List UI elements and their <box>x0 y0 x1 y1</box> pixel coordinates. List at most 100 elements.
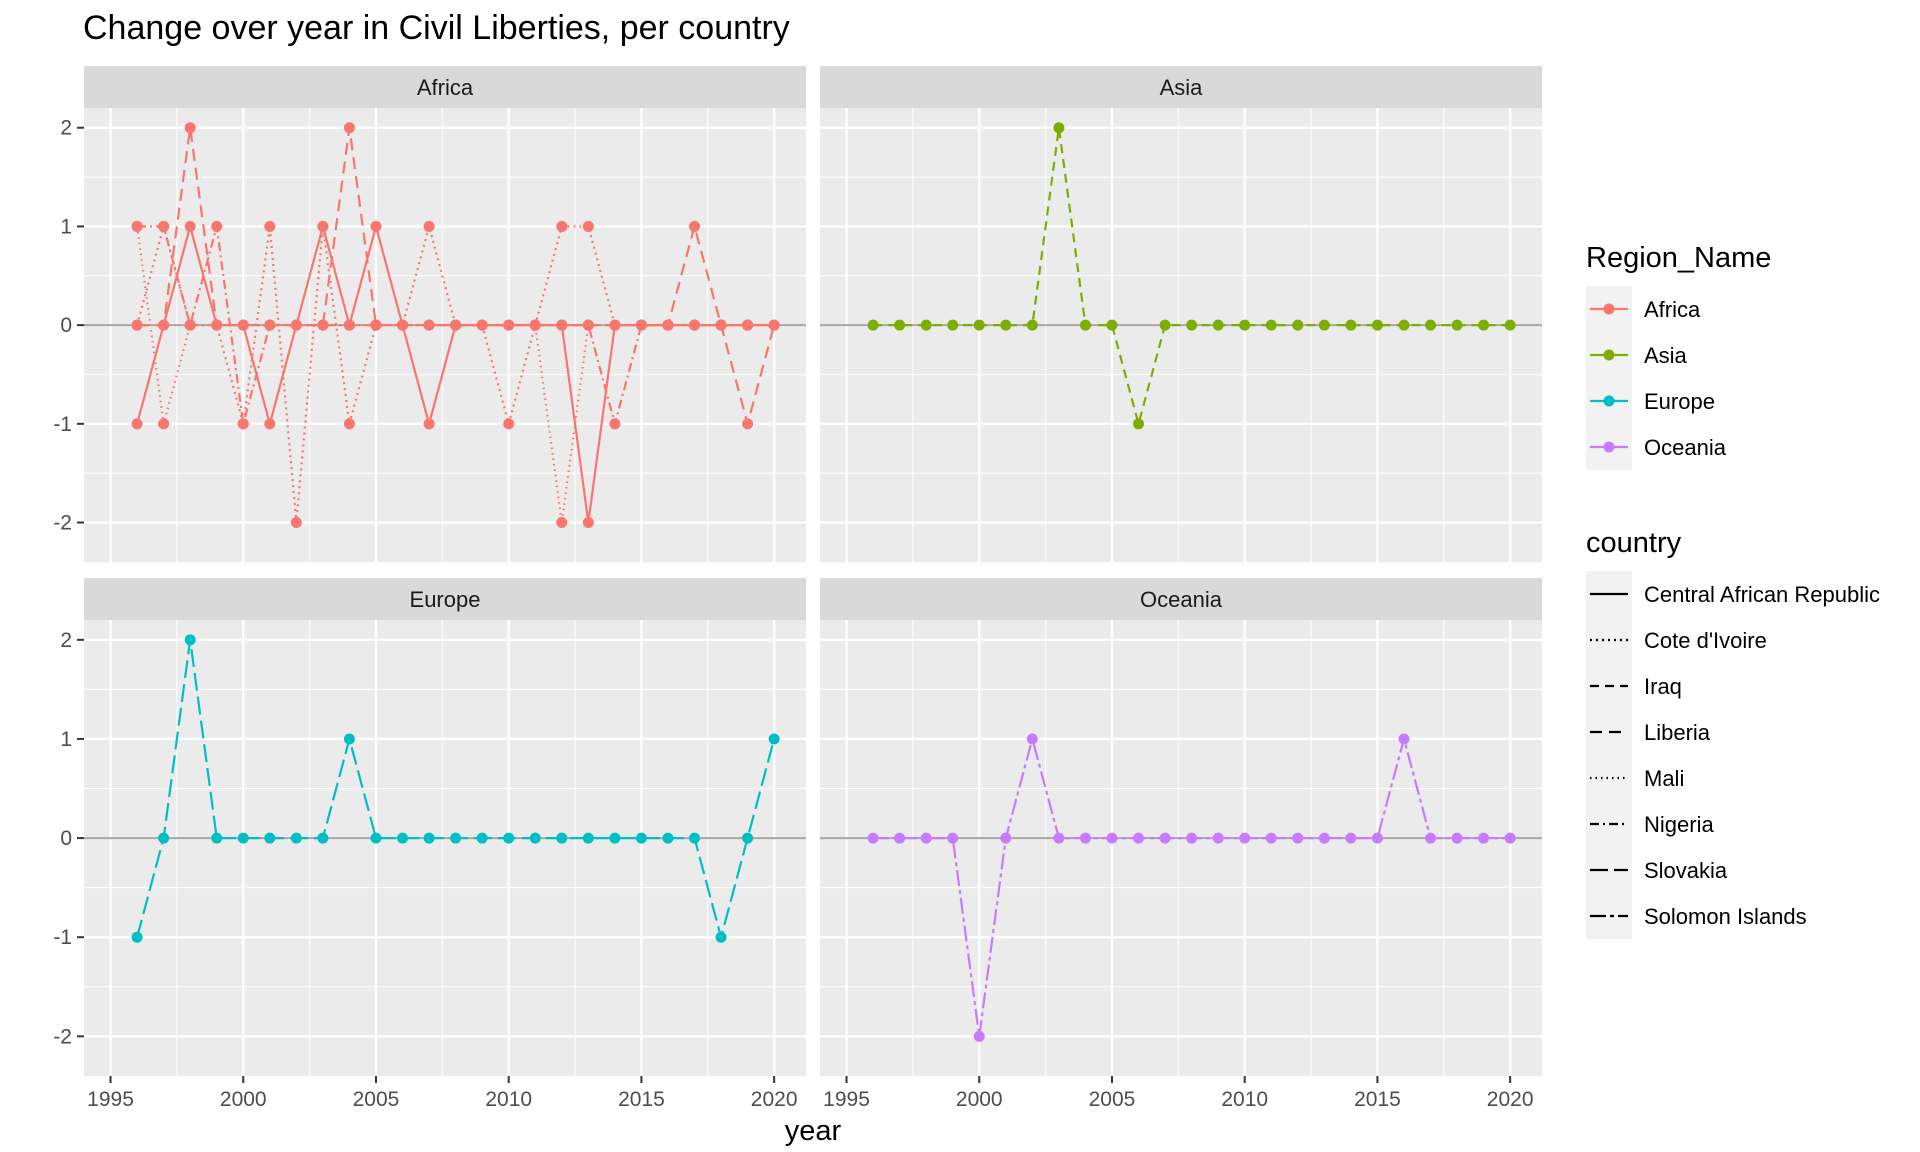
legend-point-swatch <box>1603 303 1615 315</box>
legend-point-swatch <box>1603 349 1615 361</box>
data-point-iraq <box>1239 319 1251 331</box>
data-point-solomon-islands <box>1239 832 1251 844</box>
facet-strip-label: Africa <box>417 75 474 100</box>
data-point-central-african-republic <box>582 517 594 529</box>
legend-label: Europe <box>1644 389 1715 414</box>
data-point-slovakia <box>450 832 462 844</box>
x-tick-label: 1995 <box>823 1088 870 1111</box>
data-point-solomon-islands <box>1106 832 1118 844</box>
data-point-iraq <box>973 319 985 331</box>
chart-title: Change over year in Civil Liberties, per… <box>83 9 790 47</box>
data-point-nigeria <box>742 319 754 331</box>
legend-item-asia: Asia <box>1590 343 1688 368</box>
data-point-iraq <box>1371 319 1383 331</box>
data-point-cote-d-ivoire <box>317 220 329 232</box>
x-tick-label: 2020 <box>751 1088 798 1111</box>
legend-item-solomon-islands: Solomon Islands <box>1590 904 1807 929</box>
x-tick-label: 2005 <box>1089 1088 1136 1111</box>
panel-data-africa <box>131 122 780 529</box>
data-point-nigeria <box>184 319 196 331</box>
data-point-liberia <box>742 418 754 430</box>
data-point-slovakia <box>503 832 515 844</box>
data-point-iraq <box>1265 319 1277 331</box>
data-point-iraq <box>920 319 932 331</box>
legend-label: Oceania <box>1644 435 1727 460</box>
data-point-solomon-islands <box>973 1030 985 1042</box>
data-point-solomon-islands <box>1425 832 1437 844</box>
data-point-liberia <box>158 319 170 331</box>
data-point-central-african-republic <box>184 220 196 232</box>
data-point-slovakia <box>662 832 674 844</box>
x-tick-label: 2010 <box>1221 1088 1268 1111</box>
data-point-cote-d-ivoire <box>264 220 276 232</box>
data-point-nigeria <box>131 220 143 232</box>
legend-label: Asia <box>1644 343 1688 368</box>
facet-panel-oceania: Oceania <box>820 578 1542 1076</box>
data-point-slovakia <box>184 634 196 646</box>
data-point-solomon-islands <box>1292 832 1304 844</box>
legend-linetype-title: country <box>1586 527 1682 559</box>
data-point-nigeria <box>582 319 594 331</box>
data-point-iraq <box>1106 319 1118 331</box>
data-point-cote-d-ivoire <box>343 418 355 430</box>
data-point-nigeria <box>556 319 568 331</box>
data-point-nigeria <box>397 319 409 331</box>
y-tick-label: 1 <box>60 728 72 751</box>
data-point-slovakia <box>131 931 143 943</box>
facet-panels: Africa Asia Europe Oceania <box>84 66 1542 1076</box>
data-point-nigeria <box>237 418 249 430</box>
x-tick-label: 2020 <box>1487 1088 1534 1111</box>
data-point-solomon-islands <box>1079 832 1091 844</box>
data-point-iraq <box>1026 319 1038 331</box>
legend-label: Liberia <box>1644 720 1711 745</box>
legend-label: Mali <box>1644 766 1684 791</box>
y-tick-label: 2 <box>60 629 72 652</box>
legend-item-nigeria: Nigeria <box>1590 812 1714 837</box>
data-point-nigeria <box>768 319 780 331</box>
y-tick-label: -2 <box>53 512 72 535</box>
data-point-slovakia <box>556 832 568 844</box>
legend: Region_Name Africa Asia Europe Oceania countr… <box>1586 242 1880 939</box>
data-point-slovakia <box>158 832 170 844</box>
data-point-solomon-islands <box>1398 733 1410 745</box>
panel-data-asia <box>867 122 1516 430</box>
data-point-nigeria <box>689 319 701 331</box>
data-point-solomon-islands <box>1504 832 1516 844</box>
data-point-slovakia <box>237 832 249 844</box>
data-point-solomon-islands <box>1212 832 1224 844</box>
data-point-liberia <box>343 122 355 134</box>
facet-strip-europe <box>84 578 806 620</box>
legend-point-swatch <box>1603 441 1615 453</box>
data-point-solomon-islands <box>947 832 959 844</box>
legend-item-europe: Europe <box>1590 389 1715 414</box>
data-point-nigeria <box>264 319 276 331</box>
data-point-cote-d-ivoire <box>503 418 515 430</box>
data-point-mali <box>211 319 223 331</box>
legend-item-liberia: Liberia <box>1590 720 1711 745</box>
data-point-solomon-islands <box>1026 733 1038 745</box>
data-point-nigeria <box>609 418 621 430</box>
data-point-liberia <box>184 122 196 134</box>
data-point-nigeria <box>317 319 329 331</box>
data-point-iraq <box>1159 319 1171 331</box>
data-point-nigeria <box>635 319 647 331</box>
x-tick-label: 2010 <box>485 1088 532 1111</box>
x-tick-label: 2015 <box>1354 1088 1401 1111</box>
legend-label: Africa <box>1644 297 1701 322</box>
data-point-solomon-islands <box>1318 832 1330 844</box>
x-tick-label: 2000 <box>956 1088 1003 1111</box>
data-point-slovakia <box>476 832 488 844</box>
y-tick-label: -1 <box>53 926 72 949</box>
data-point-central-african-republic <box>423 418 435 430</box>
y-tick-label: 0 <box>60 314 72 337</box>
data-point-mali <box>158 418 170 430</box>
data-point-iraq <box>867 319 879 331</box>
data-point-iraq <box>1425 319 1437 331</box>
data-point-mali <box>556 517 568 529</box>
y-tick-label: -1 <box>53 413 72 436</box>
legend-item-iraq: Iraq <box>1590 674 1682 699</box>
legend-label: Nigeria <box>1644 812 1714 837</box>
data-point-slovakia <box>423 832 435 844</box>
data-point-solomon-islands <box>1000 832 1012 844</box>
data-point-nigeria <box>450 319 462 331</box>
